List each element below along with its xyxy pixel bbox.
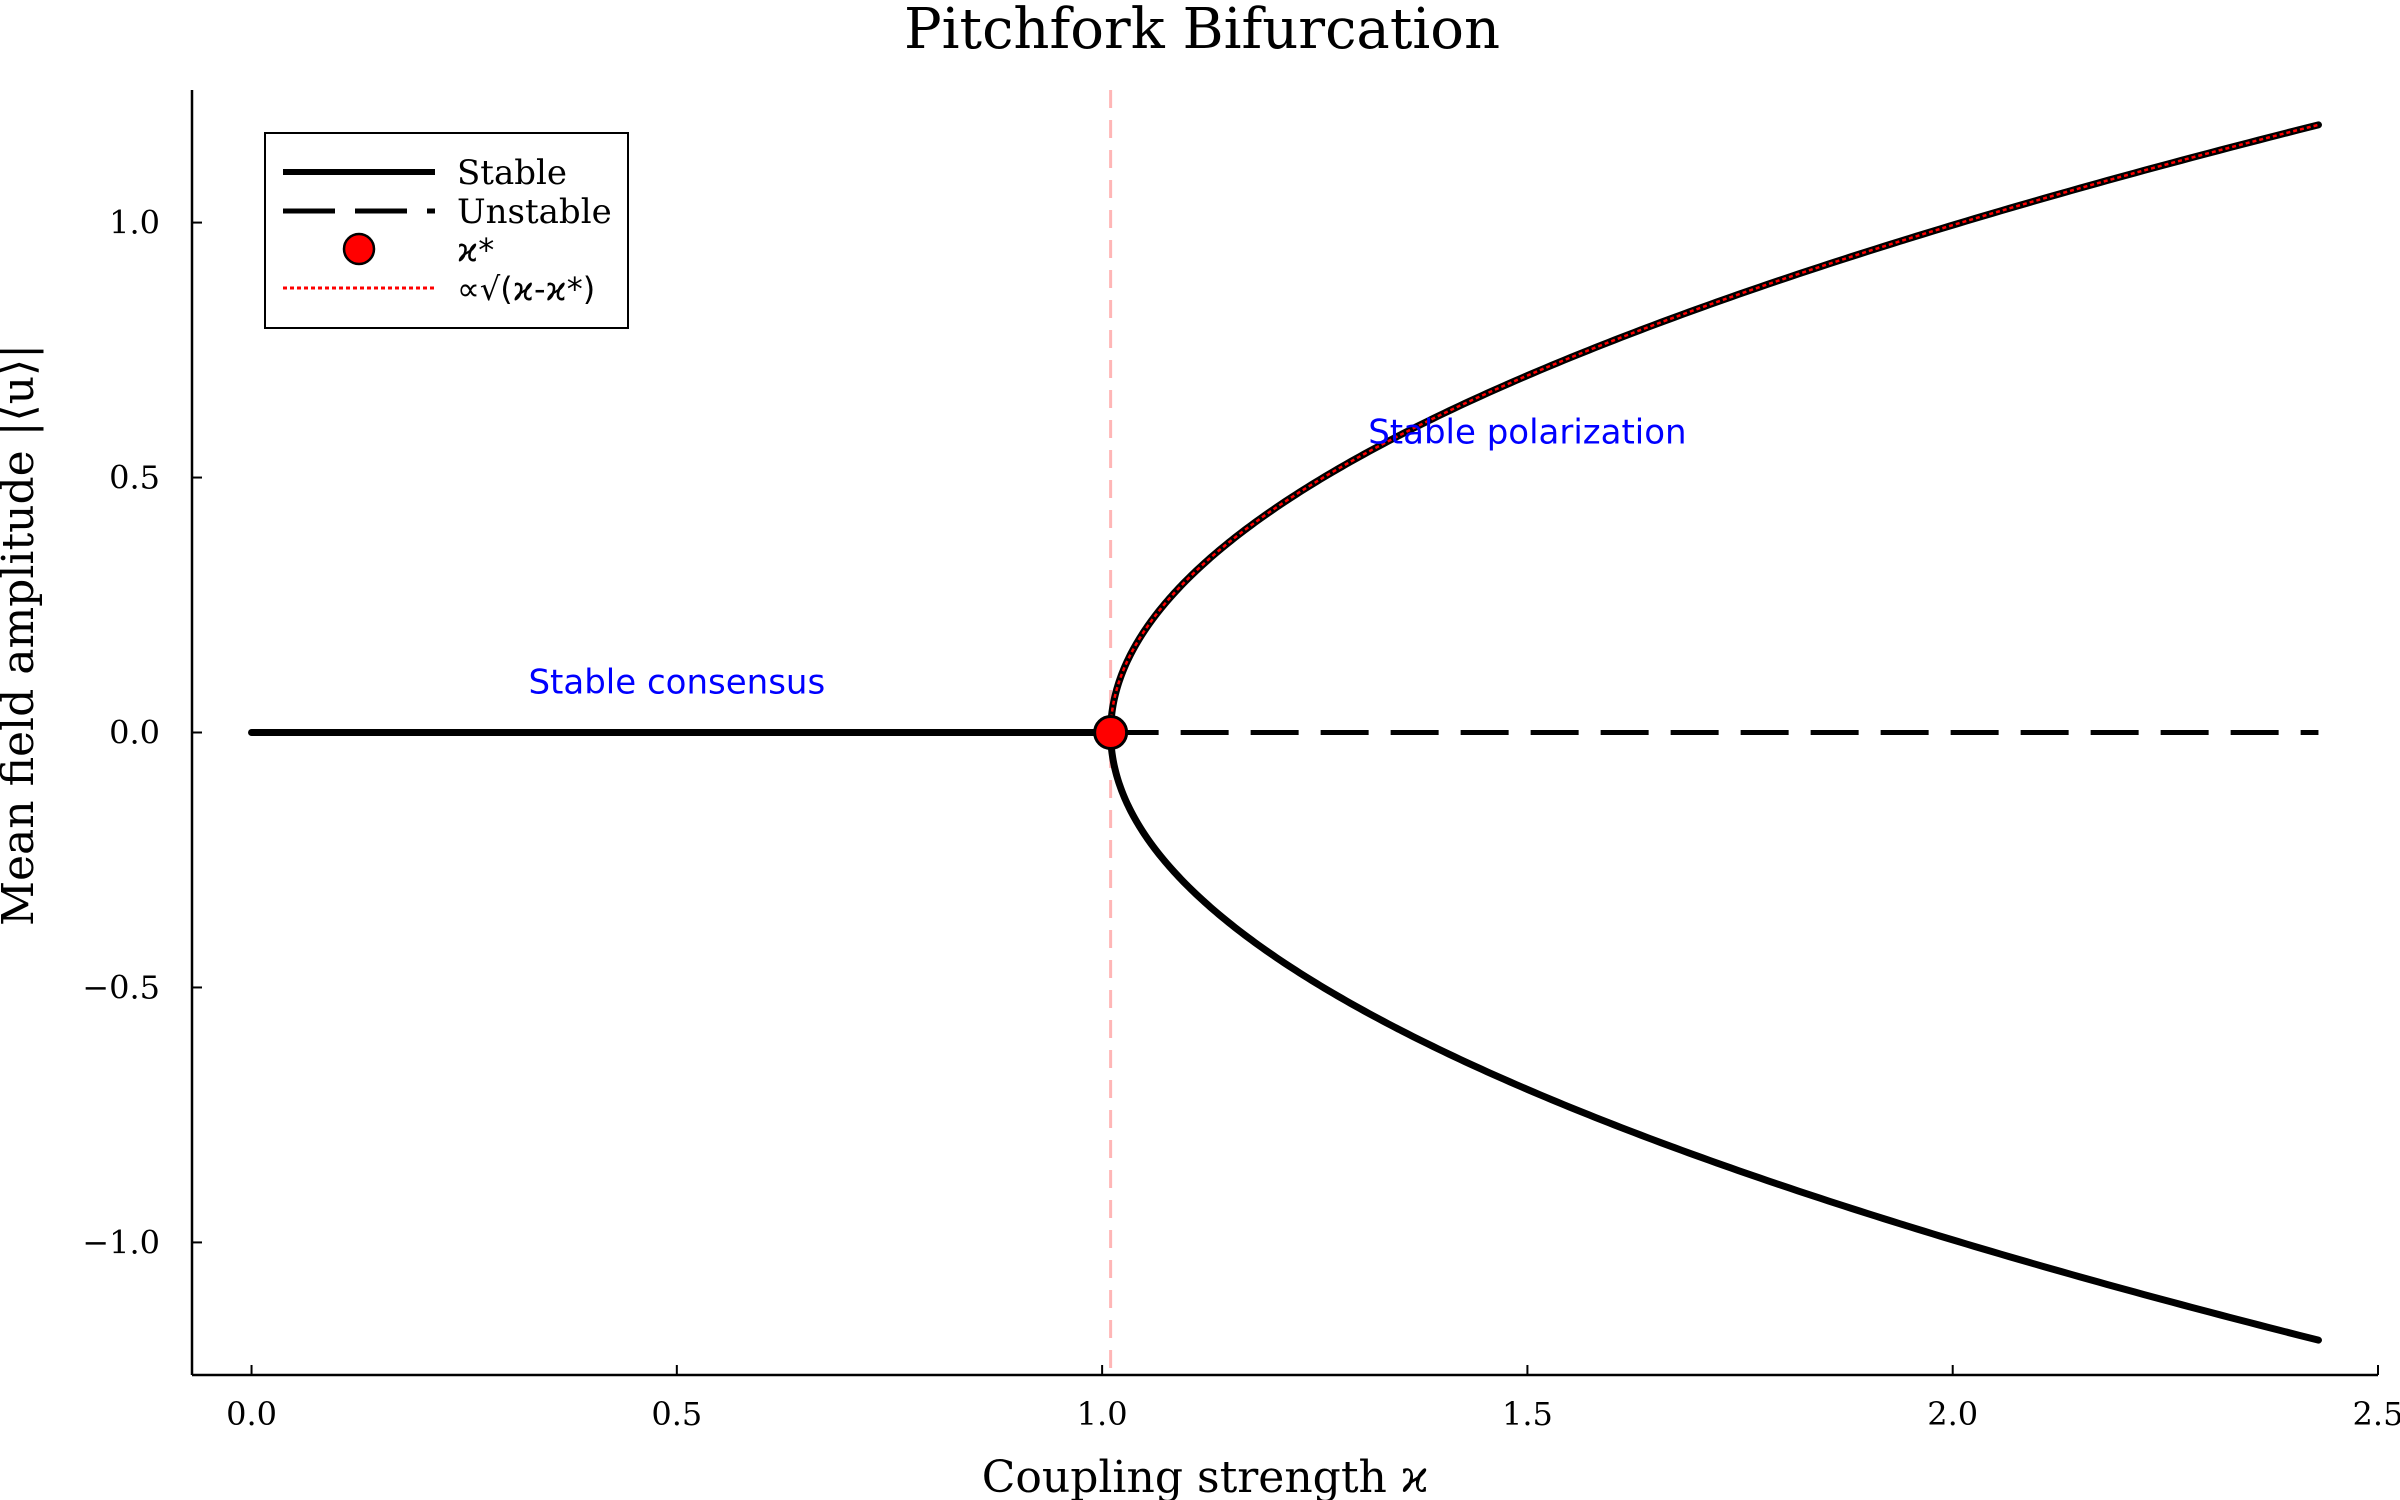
x-tick-label: 1.0 bbox=[1077, 1395, 1128, 1433]
annotation-label: Stable consensus bbox=[528, 663, 825, 703]
legend-box bbox=[264, 132, 629, 329]
axes: 0.0 0.5 1.0 1.5 2.0 2.5 −1.0 −0.5 0.0 0.5 1.0 bbox=[82, 90, 2400, 1433]
y-tick-label: −1.0 bbox=[82, 1223, 160, 1261]
stable-lower-branch bbox=[1107, 729, 2322, 1344]
x-tick-label: 1.5 bbox=[1502, 1395, 1553, 1433]
x-tick-label: 0.0 bbox=[226, 1395, 277, 1433]
x-axis-label: Coupling strength ϰ bbox=[982, 1452, 1429, 1500]
legend-swatch-critical-point bbox=[342, 232, 376, 266]
legend-label-sqrt-fit: ∝√(ϰ-ϰ*) bbox=[457, 270, 595, 308]
y-tick-label: −0.5 bbox=[82, 968, 160, 1006]
annotation-label: Stable polarization bbox=[1368, 413, 1686, 453]
legend-label-critical-point: ϰ* bbox=[457, 231, 494, 269]
legend-label-unstable: Unstable bbox=[457, 192, 612, 232]
plot-area bbox=[248, 90, 2322, 1375]
x-tick-label: 2.5 bbox=[2353, 1395, 2400, 1433]
y-tick-label: 0.0 bbox=[109, 714, 160, 752]
legend-label-stable: Stable bbox=[457, 153, 567, 193]
y-tick-label: 1.0 bbox=[109, 204, 160, 242]
sqrt-fit-line bbox=[1109, 123, 2319, 733]
annotations: Stable consensus Stable polarization bbox=[528, 413, 1686, 703]
x-tick-label: 0.5 bbox=[651, 1395, 702, 1433]
legend: Stable Unstable ϰ* ∝√(ϰ-ϰ*) bbox=[264, 132, 629, 329]
x-tick-label: 2.0 bbox=[1927, 1395, 1978, 1433]
y-tick-label: 0.5 bbox=[109, 459, 160, 497]
critical-point-marker bbox=[1093, 715, 1129, 750]
stable-upper-branch bbox=[1107, 121, 2322, 736]
chart-title: Pitchfork Bifurcation bbox=[904, 0, 1500, 62]
y-axis-label: Mean field amplitude |⟨u⟩| bbox=[0, 344, 44, 926]
